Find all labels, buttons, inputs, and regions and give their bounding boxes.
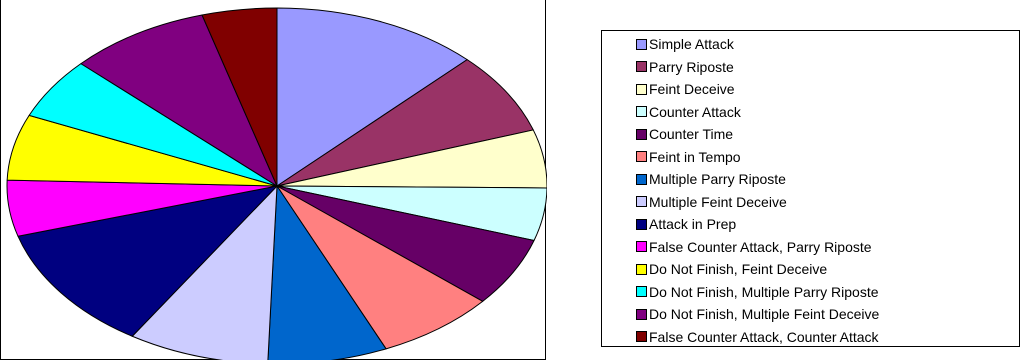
pie-slice-8 [131,185,278,360]
pie-slice-1 [276,7,468,187]
legend-entry-7: Multiple Parry Riposte [636,168,879,191]
legend-entry-11: Do Not Finish, Feint Deceive [636,258,879,281]
pie-slice-14 [201,7,278,187]
legend-label: Do Not Finish, Feint Deceive [649,261,828,278]
legend-swatch [636,331,647,343]
pie-slice-2 [276,59,534,187]
legend-entry-14: False Counter Attack, Counter Attack [636,326,879,349]
legend-swatch [636,218,647,230]
legend-entry-10: False Counter Attack, Parry Riposte [636,236,879,259]
legend-swatch [636,241,647,253]
legend-label: Multiple Parry Riposte [649,171,786,188]
legend-label: Feint in Tempo [649,148,741,165]
legend-entry-12: Do Not Finish, Multiple Parry Riposte [636,281,879,304]
legend-label: Counter Time [649,126,734,143]
legend-swatch [636,106,647,118]
legend-entry-2: Parry Riposte [636,56,879,79]
legend-label: False Counter Attack, Parry Riposte [649,238,872,255]
legend-swatch [636,286,647,298]
legend-label: Do Not Finish, Multiple Feint Deceive [649,306,880,323]
legend-entry-6: Feint in Tempo [636,146,879,169]
legend-label: Multiple Feint Deceive [649,193,787,210]
legend-swatch [636,128,647,140]
legend-label: Attack in Prep [649,216,737,233]
legend-entry-3: Feint Deceive [636,78,879,101]
legend-label: Feint Deceive [649,81,735,98]
pie-chart [6,7,547,360]
legend-entry-4: Counter Attack [636,101,879,124]
legend-swatch [636,151,647,163]
legend-entry-13: Do Not Finish, Multiple Feint Deceive [636,303,879,326]
legend-label: False Counter Attack, Counter Attack [649,328,879,345]
legend-swatch [636,196,647,208]
legend-swatch [636,38,647,50]
legend-swatch [636,61,647,73]
legend-list: Simple Attack Parry Riposte Feint Deceive C… [636,33,879,348]
legend-swatch [636,308,647,320]
legend-label: Counter Attack [649,103,741,120]
legend-label: Simple Attack [649,36,734,53]
chart-legend: Simple Attack Parry Riposte Feint Deceive C… [601,30,1020,347]
legend-entry-9: Attack in Prep [636,213,879,236]
pie-slice-9 [17,185,278,337]
legend-label: Parry Riposte [649,58,734,75]
legend-entry-5: Counter Time [636,123,879,146]
plot-area [0,0,547,360]
pie-slice-13 [80,14,278,187]
pie-slice-7 [267,185,387,360]
pie-slice-6 [276,185,484,350]
legend-entry-1: Simple Attack [636,33,879,56]
legend-label: Do Not Finish, Multiple Parry Riposte [649,283,879,300]
legend-swatch [636,263,647,275]
legend-swatch [636,83,647,95]
legend-swatch [636,173,647,185]
legend-entry-8: Multiple Feint Deceive [636,191,879,214]
